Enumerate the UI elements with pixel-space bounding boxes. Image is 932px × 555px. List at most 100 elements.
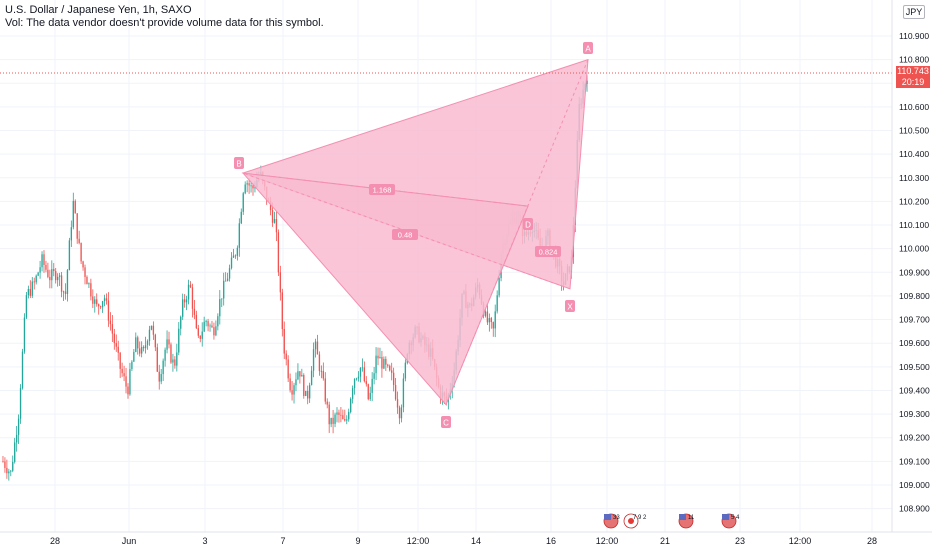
candle bbox=[363, 361, 366, 383]
candle bbox=[287, 355, 289, 382]
symbol-title[interactable]: U.S. Dollar / Japanese Yen, 1h, SAXO bbox=[5, 4, 192, 16]
candle bbox=[27, 285, 30, 299]
event-marker-us[interactable]: 33 bbox=[603, 513, 620, 529]
candle bbox=[60, 272, 63, 298]
candle bbox=[353, 378, 356, 395]
candle bbox=[193, 300, 196, 320]
candle bbox=[398, 405, 401, 425]
svg-text:0.48: 0.48 bbox=[398, 231, 413, 240]
candle bbox=[170, 342, 172, 364]
candle bbox=[297, 363, 299, 381]
pattern-point-x[interactable]: X bbox=[565, 300, 575, 312]
y-tick-label: 109.300 bbox=[899, 409, 930, 419]
candle bbox=[45, 260, 47, 273]
x-tick-label: 12:00 bbox=[789, 536, 812, 546]
svg-text:D: D bbox=[525, 221, 531, 230]
y-tick-label: 110.800 bbox=[899, 55, 929, 65]
candle bbox=[58, 272, 61, 286]
candle bbox=[160, 368, 162, 385]
candle bbox=[172, 353, 174, 372]
pattern-point-b[interactable]: B bbox=[234, 157, 244, 169]
candle bbox=[8, 468, 10, 481]
pattern-point-c[interactable]: C bbox=[441, 416, 451, 428]
y-tick-label: 109.600 bbox=[899, 338, 930, 348]
y-tick-label: 109.800 bbox=[899, 291, 930, 301]
candle bbox=[357, 371, 360, 382]
candle bbox=[392, 367, 395, 392]
candle bbox=[189, 281, 192, 289]
pattern-point-d[interactable]: D bbox=[523, 218, 533, 230]
candle bbox=[248, 178, 250, 194]
y-tick-label: 110.300 bbox=[899, 173, 929, 183]
candle bbox=[404, 359, 407, 382]
candle bbox=[176, 343, 178, 372]
candle bbox=[320, 365, 323, 379]
event-markers[interactable]: 33 7 9 2 11 5 4 bbox=[603, 513, 740, 529]
candle bbox=[301, 368, 303, 377]
y-tick-label: 109.200 bbox=[899, 433, 930, 443]
candle bbox=[137, 335, 139, 355]
currency-badge[interactable]: JPY bbox=[903, 5, 925, 19]
candle bbox=[310, 366, 313, 386]
candle bbox=[185, 295, 188, 311]
candle bbox=[35, 274, 37, 285]
candle bbox=[346, 415, 348, 425]
candle bbox=[139, 341, 141, 357]
event-marker-us[interactable]: 5 4 bbox=[721, 513, 740, 529]
time-axis[interactable]: 28 Jun 3 7 9 12:00 14 16 12:00 21 23 12:00 28 bbox=[0, 531, 932, 550]
candle bbox=[53, 263, 55, 277]
candle bbox=[154, 333, 157, 352]
candle bbox=[326, 398, 328, 409]
candle bbox=[359, 367, 362, 383]
candle bbox=[135, 332, 137, 353]
candle bbox=[291, 381, 293, 401]
candle bbox=[338, 409, 340, 423]
candle bbox=[242, 191, 244, 215]
svg-text:5 4: 5 4 bbox=[731, 515, 740, 521]
ratio-label-1: 1.168 bbox=[369, 184, 395, 195]
svg-text:11: 11 bbox=[688, 515, 695, 521]
candle bbox=[14, 437, 16, 464]
pattern-point-a[interactable]: A bbox=[583, 42, 593, 54]
candle bbox=[328, 401, 330, 433]
event-marker-jp[interactable]: 7 9 2 bbox=[623, 513, 647, 529]
candle bbox=[187, 279, 190, 305]
x-tick-label: Jun bbox=[122, 536, 137, 546]
candle bbox=[375, 347, 377, 381]
candle bbox=[82, 260, 84, 271]
harmonic-pattern[interactable]: X A B C D 1.168 0.48 0.824 bbox=[234, 42, 593, 428]
candle bbox=[162, 358, 164, 381]
candle bbox=[299, 371, 301, 384]
event-marker-us[interactable]: 11 bbox=[678, 513, 695, 529]
candle bbox=[84, 264, 86, 285]
candle bbox=[111, 315, 114, 342]
candle bbox=[379, 347, 381, 359]
candle bbox=[387, 363, 389, 368]
candle bbox=[232, 248, 235, 258]
svg-text:33: 33 bbox=[613, 515, 620, 521]
candle bbox=[6, 459, 8, 479]
x-tick-label: 28 bbox=[50, 536, 60, 546]
candle bbox=[217, 313, 219, 331]
candle bbox=[119, 352, 121, 379]
candle bbox=[240, 208, 242, 225]
candle bbox=[183, 294, 186, 308]
candle bbox=[2, 456, 4, 463]
candle bbox=[74, 199, 76, 214]
candle bbox=[64, 283, 67, 300]
candle bbox=[107, 292, 110, 327]
candle bbox=[39, 260, 41, 279]
candle bbox=[234, 254, 237, 259]
candle bbox=[394, 378, 397, 401]
candle bbox=[203, 316, 205, 333]
candle bbox=[10, 470, 12, 477]
y-tick-label: 110.000 bbox=[899, 244, 929, 254]
candle bbox=[273, 211, 276, 224]
candle bbox=[70, 220, 73, 247]
candle bbox=[385, 356, 387, 371]
ratio-label-3: 0.824 bbox=[535, 246, 561, 257]
candle bbox=[201, 322, 203, 347]
candle bbox=[142, 345, 145, 352]
y-tick-label: 109.700 bbox=[899, 315, 930, 325]
candle bbox=[246, 180, 248, 193]
